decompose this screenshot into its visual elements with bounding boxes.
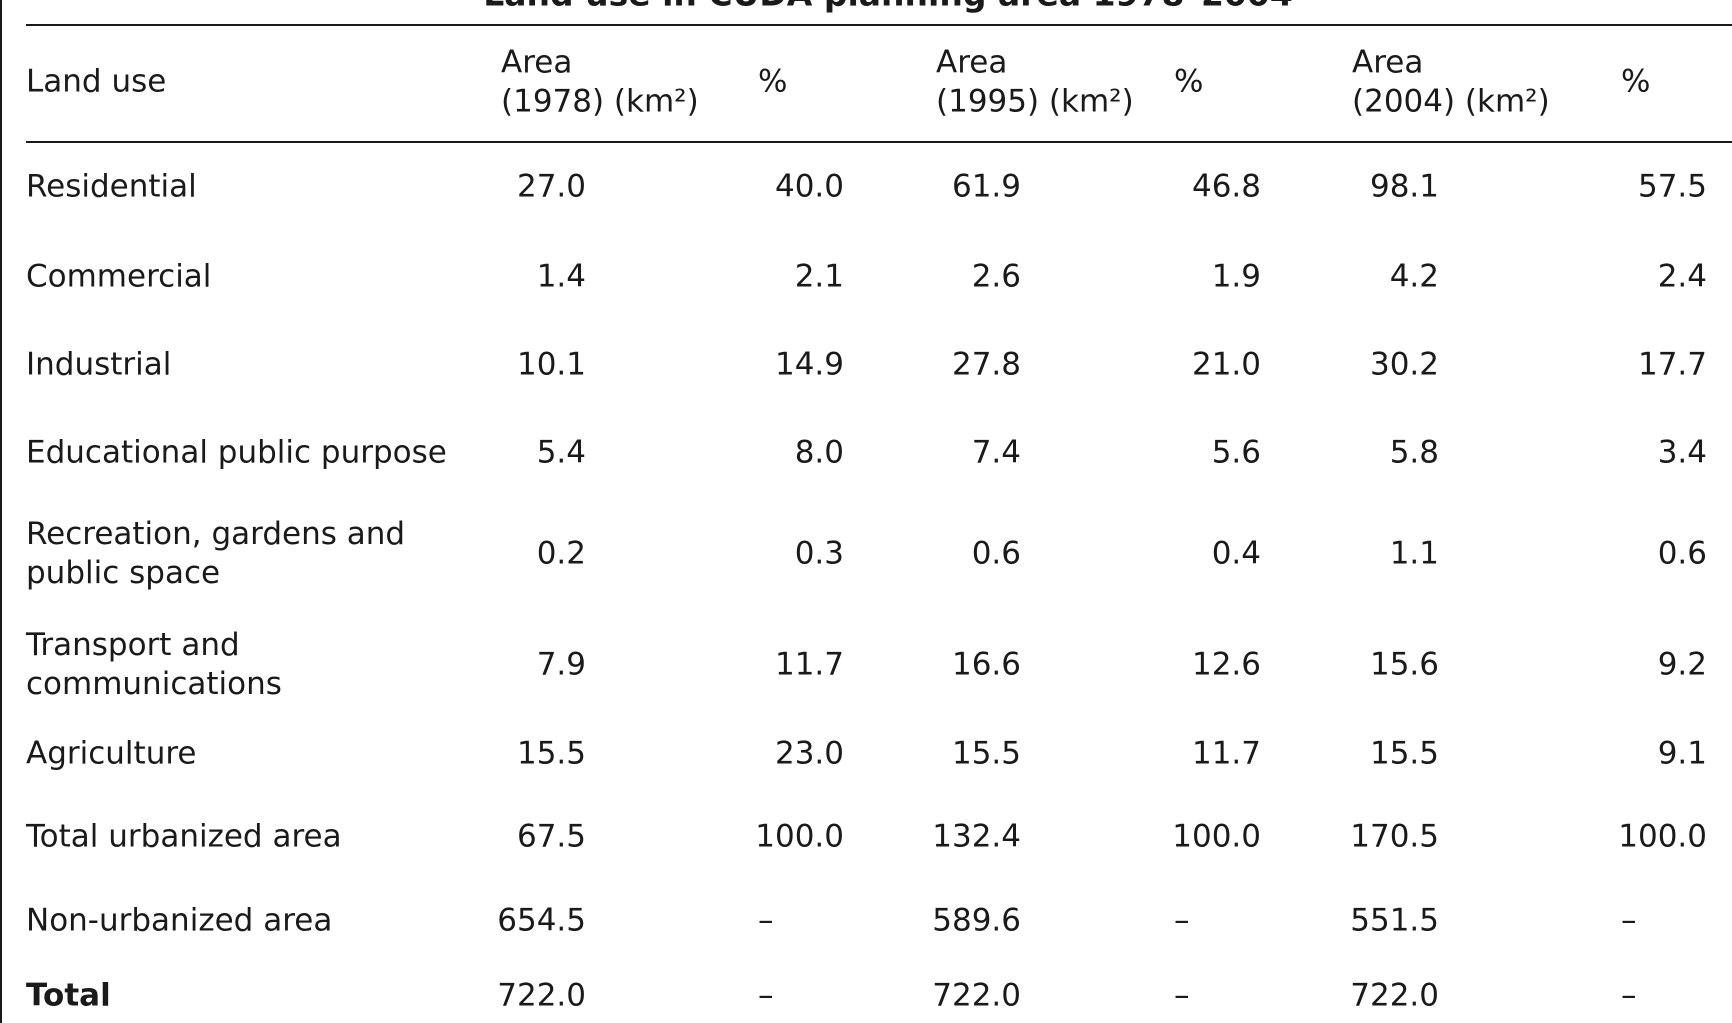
column-header: (1995) (km²) [936, 84, 1134, 120]
table-cell: 100.0 [1172, 819, 1261, 855]
column-header: (1978) (km²) [501, 84, 699, 120]
table-cell: 23.0 [775, 736, 844, 772]
table-cell: 551.5 [1350, 903, 1439, 939]
table-cell: 3.4 [1658, 435, 1707, 471]
table-cell: 10.1 [517, 347, 586, 383]
table-cell: 27.0 [517, 169, 586, 205]
column-header: Land use [26, 64, 166, 100]
row-label: Residential [26, 169, 197, 205]
row-label: Total urbanized area [25, 819, 342, 855]
table-cell: – [1174, 903, 1190, 939]
table-cell: 5.6 [1212, 435, 1261, 471]
table-cell: 1.9 [1212, 259, 1261, 295]
table-cell: 4.2 [1390, 259, 1439, 295]
table-cell: 16.6 [952, 647, 1021, 683]
table-cell: 2.4 [1658, 259, 1707, 295]
table-cell: 170.5 [1350, 819, 1439, 855]
row-label: public space [26, 555, 220, 591]
table-cell: 0.3 [795, 536, 844, 572]
table-cell: 11.7 [1192, 736, 1261, 772]
column-header: % [1174, 64, 1203, 100]
table-cell: 12.6 [1192, 647, 1261, 683]
table-cell: 7.9 [537, 647, 586, 683]
table-cell: 5.8 [1390, 435, 1439, 471]
table-cell: 5.4 [537, 435, 586, 471]
table-cell: 27.8 [952, 347, 1021, 383]
table-title: Land use in CUDA planning area 1978–2004 [483, 0, 1293, 14]
table-cell: – [1174, 978, 1190, 1014]
column-header: Area [501, 45, 572, 81]
table-cell: 46.8 [1192, 169, 1261, 205]
table-cell: 2.6 [972, 259, 1021, 295]
row-label: Non-urbanized area [26, 903, 332, 939]
row-label: communications [26, 666, 282, 702]
table-cell: – [1621, 978, 1637, 1014]
table-cell: 0.2 [537, 536, 586, 572]
table-cell: 589.6 [932, 903, 1021, 939]
table-cell: 132.4 [932, 819, 1021, 855]
table-cell: 40.0 [775, 169, 844, 205]
table-cell: 654.5 [497, 903, 586, 939]
table-cell: 9.1 [1658, 736, 1707, 772]
table-cell: 2.1 [795, 259, 844, 295]
column-header: % [758, 64, 787, 100]
row-label: Agriculture [26, 736, 197, 772]
table-cell: 14.9 [775, 347, 844, 383]
row-label: Educational public purpose [26, 435, 447, 471]
table-cell: 1.1 [1390, 536, 1439, 572]
table-cell: – [1621, 903, 1637, 939]
row-label: Transport and [25, 627, 240, 663]
column-header: (2004) (km²) [1352, 84, 1550, 120]
table-cell: 67.5 [517, 819, 586, 855]
table-cell: 21.0 [1192, 347, 1261, 383]
row-label: Total [26, 978, 111, 1014]
column-header: Area [1352, 45, 1423, 81]
table-cell: 100.0 [1618, 819, 1707, 855]
table-cell: 17.7 [1638, 347, 1707, 383]
table-cell: 57.5 [1638, 169, 1707, 205]
row-label: Commercial [26, 259, 211, 295]
table-cell: 722.0 [497, 978, 586, 1014]
table-cell: 61.9 [952, 169, 1021, 205]
table-cell: 0.4 [1212, 536, 1261, 572]
table-cell: 722.0 [1350, 978, 1439, 1014]
table-cell: – [758, 903, 774, 939]
table-cell: 9.2 [1658, 647, 1707, 683]
table-cell: 15.5 [517, 736, 586, 772]
table-cell: – [758, 978, 774, 1014]
table-cell: 100.0 [755, 819, 844, 855]
table-cell: 7.4 [972, 435, 1021, 471]
table-cell: 30.2 [1370, 347, 1439, 383]
column-header: % [1621, 64, 1650, 100]
table-cell: 0.6 [1658, 536, 1707, 572]
row-label: Recreation, gardens and [26, 516, 405, 552]
table-cell: 0.6 [972, 536, 1021, 572]
table-cell: 15.5 [1370, 736, 1439, 772]
table-cell: 15.5 [952, 736, 1021, 772]
table-cell: 98.1 [1370, 169, 1439, 205]
row-label: Industrial [26, 347, 171, 383]
column-header: Area [936, 45, 1007, 81]
table-cell: 722.0 [932, 978, 1021, 1014]
table-cell: 15.6 [1370, 647, 1439, 683]
table-cell: 8.0 [795, 435, 844, 471]
table-cell: 11.7 [775, 647, 844, 683]
table-cell: 1.4 [537, 259, 586, 295]
